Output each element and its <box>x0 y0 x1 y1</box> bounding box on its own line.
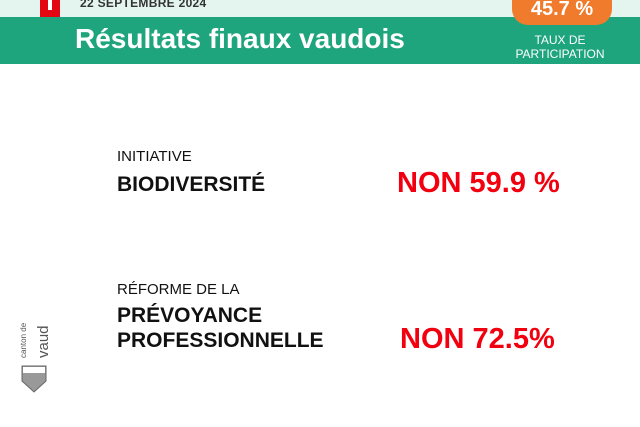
logo-lettering: canton de vaud <box>19 322 52 358</box>
vote1-type: INITIATIVE <box>117 148 192 165</box>
page-title: Résultats finaux vaudois <box>75 23 405 54</box>
participation-label-line1: TAUX DE <box>534 33 586 47</box>
swiss-flag-icon <box>40 0 60 17</box>
vote1-result-value: 59.9 % <box>469 167 560 199</box>
header-top-strip <box>0 0 640 17</box>
vote2-type: RÉFORME DE LA <box>117 281 240 298</box>
vote1-subject: BIODIVERSITÉ <box>117 173 266 196</box>
svg-text:canton de: canton de <box>19 322 28 358</box>
svg-text:vaud: vaud <box>35 325 52 358</box>
participation-label: TAUX DE PARTICIPATION <box>495 33 625 61</box>
vote1-result-word: NON <box>397 167 462 199</box>
vote2-result-word: NON <box>400 323 465 355</box>
vote2-subject-line1: PRÉVOYANCE <box>117 304 263 327</box>
vote1-result: NON 59.9 % <box>397 167 560 199</box>
vote2-result-value: 72.5% <box>472 323 555 355</box>
participation-label-line2: PARTICIPATION <box>515 47 605 61</box>
vote2-subject-line2: PROFESSIONNELLE <box>117 329 324 352</box>
vote-date: 22 SEPTEMBRE 2024 <box>80 0 207 10</box>
vote2-result: NON 72.5% <box>400 323 555 355</box>
canton-vaud-logo: canton de vaud <box>19 322 52 393</box>
participation-value: 45.7 % <box>512 0 612 25</box>
